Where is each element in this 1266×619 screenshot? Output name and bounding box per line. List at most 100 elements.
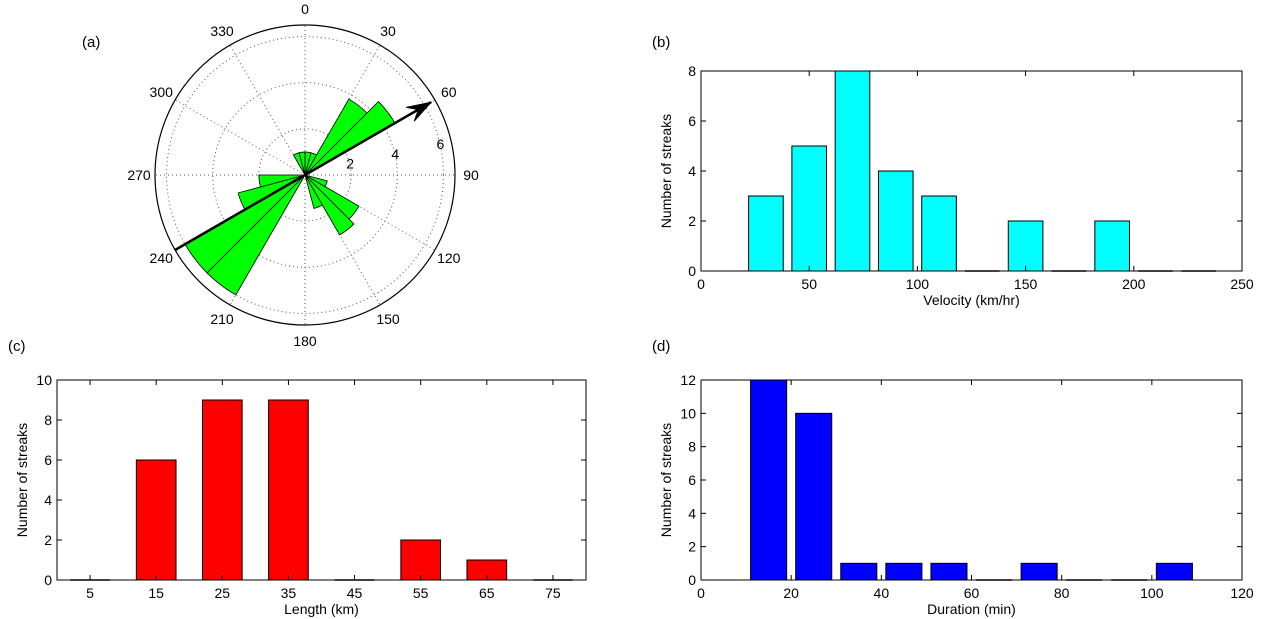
direction-arrow-head <box>406 101 433 122</box>
panel-label-a: (a) <box>82 34 101 51</box>
polar-angle-label: 30 <box>380 23 396 39</box>
bar <box>135 459 177 581</box>
x-tick-label: 200 <box>1122 276 1146 292</box>
x-tick-label: 0 <box>697 585 705 601</box>
y-tick-label: 6 <box>44 452 52 468</box>
y-tick-label: 4 <box>44 492 52 508</box>
plot-frame <box>56 379 587 581</box>
x-axis-label: Length (km) <box>284 601 359 617</box>
bar-chart-d: 0 20 40 60 80 100 120 0 2 4 6 8 10 12 Duration (min) Nu… <box>658 372 1254 617</box>
y-tick-label: 2 <box>688 539 696 555</box>
x-tick-label: 20 <box>783 585 799 601</box>
polar-radial-label: 4 <box>391 146 399 162</box>
x-tick-label: 0 <box>697 276 705 292</box>
y-tick-label: 8 <box>44 412 52 428</box>
y-tick-label: 0 <box>44 572 52 588</box>
x-tick-label: 40 <box>874 585 890 601</box>
rose-petal <box>304 98 368 176</box>
y-tick-label: 12 <box>680 372 696 388</box>
rose-petal <box>304 174 355 236</box>
rose-petal <box>292 152 306 176</box>
x-tick-label: 15 <box>148 585 164 601</box>
polar-angle-label: 180 <box>293 333 317 349</box>
polar-angle-label: 270 <box>127 167 151 183</box>
y-tick-label: 6 <box>688 472 696 488</box>
x-tick-label: 100 <box>1140 585 1164 601</box>
bar <box>795 412 833 581</box>
x-tick-label: 120 <box>1230 585 1254 601</box>
bar <box>885 562 923 581</box>
y-tick-label: 8 <box>688 63 696 79</box>
y-axis-label: Number of streaks <box>14 423 30 537</box>
y-tick-label: 10 <box>680 405 696 421</box>
x-tick-label: 50 <box>801 276 817 292</box>
bar <box>921 195 957 272</box>
polar-spoke <box>229 44 306 176</box>
y-axis-label: Number of streaks <box>658 423 674 537</box>
bar <box>1007 220 1044 272</box>
bar <box>268 399 309 581</box>
x-tick-label: 25 <box>215 585 231 601</box>
bar <box>834 70 871 272</box>
rose-petal <box>258 174 306 188</box>
polar-angle-label: 120 <box>437 250 461 266</box>
x-tick-label: 5 <box>86 585 94 601</box>
polar-ring <box>212 82 398 268</box>
bar <box>1094 220 1130 272</box>
bar <box>840 562 878 581</box>
bar <box>930 562 968 581</box>
polar-spoke <box>174 99 306 176</box>
x-tick-label: 150 <box>1014 276 1038 292</box>
x-tick-label: 60 <box>964 585 980 601</box>
rose-petal <box>206 174 306 296</box>
bar <box>750 379 788 581</box>
bar <box>201 399 243 581</box>
bar <box>791 145 828 272</box>
y-tick-label: 8 <box>688 439 696 455</box>
y-tick-label: 0 <box>688 263 696 279</box>
y-tick-label: 4 <box>688 505 696 521</box>
polar-ring <box>166 36 444 314</box>
polar-chart: 0 30 60 90 120 150 180 210 240 270 300 330 2 4 6 <box>127 1 479 349</box>
y-tick-label: 0 <box>688 572 696 588</box>
y-tick-label: 2 <box>688 213 696 229</box>
polar-angle-label: 60 <box>441 84 457 100</box>
rose-petal <box>304 174 323 209</box>
panel-label-b: (b) <box>652 34 671 51</box>
polar-angle-label: 210 <box>210 311 234 327</box>
bar <box>748 195 784 272</box>
y-tick-label: 10 <box>36 372 52 388</box>
y-tick-label: 4 <box>688 163 696 179</box>
x-tick-label: 35 <box>281 585 297 601</box>
polar-radial-label: 6 <box>437 136 445 152</box>
polar-radial-label: 2 <box>346 155 354 171</box>
y-tick-label: 6 <box>688 113 696 129</box>
rose-petal <box>304 174 328 188</box>
x-axis-label: Duration (min) <box>927 601 1016 617</box>
polar-angle-label: 150 <box>376 311 400 327</box>
x-tick-label: 75 <box>545 585 561 601</box>
x-axis-label: Velocity (km/hr) <box>923 292 1019 308</box>
x-tick-label: 55 <box>413 585 429 601</box>
bar <box>877 170 914 272</box>
panel-label-c: (c) <box>8 338 26 355</box>
bar-chart-c: 5 15 25 35 45 55 65 75 0 2 4 6 8 10 Length (km) Number … <box>14 372 587 617</box>
bar <box>1020 562 1058 581</box>
bar <box>1155 562 1193 581</box>
y-tick-label: 2 <box>44 532 52 548</box>
polar-angle-label: 330 <box>210 23 234 39</box>
polar-angle-label: 300 <box>150 84 174 100</box>
x-tick-label: 80 <box>1054 585 1070 601</box>
bar <box>400 539 442 581</box>
polar-angle-label: 240 <box>150 250 174 266</box>
polar-angle-label: 90 <box>463 167 479 183</box>
polar-angle-label: 0 <box>301 1 309 17</box>
y-axis-label: Number of streaks <box>658 114 674 228</box>
x-tick-label: 45 <box>347 585 363 601</box>
rose-petal <box>304 174 360 220</box>
x-tick-label: 100 <box>906 276 930 292</box>
panel-label-d: (d) <box>652 338 671 355</box>
x-tick-label: 65 <box>479 585 495 601</box>
bar-chart-b: 0 50 100 150 200 250 0 2 4 6 8 Velocity (km/hr) Numb… <box>658 63 1254 308</box>
